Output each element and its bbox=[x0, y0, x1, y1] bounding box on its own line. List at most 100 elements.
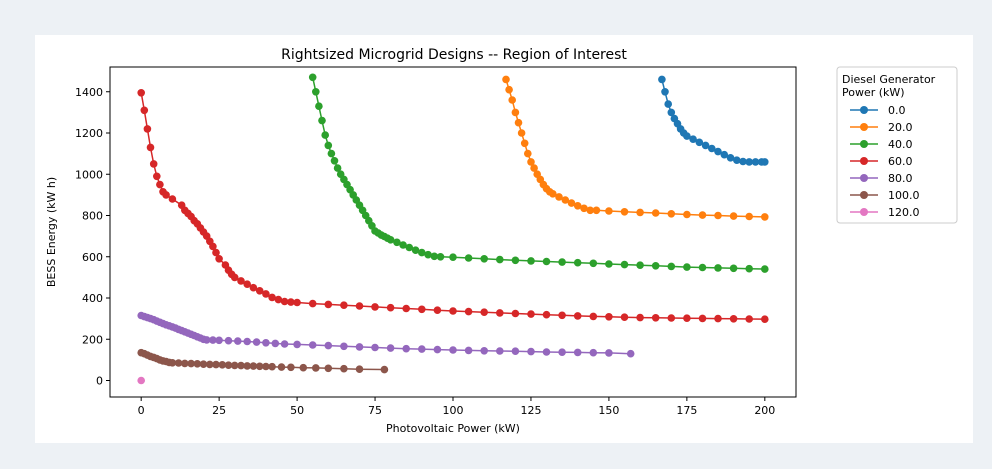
data-point bbox=[733, 156, 741, 164]
data-point bbox=[555, 193, 563, 201]
data-point bbox=[527, 158, 535, 166]
data-point bbox=[586, 206, 594, 215]
x-tick-label: 175 bbox=[676, 404, 697, 417]
data-point bbox=[411, 246, 420, 254]
y-tick-label: 1000 bbox=[75, 168, 103, 181]
data-point bbox=[430, 252, 439, 261]
data-point bbox=[215, 336, 223, 345]
series-line bbox=[505, 79, 765, 218]
data-point bbox=[287, 363, 295, 372]
legend-marker bbox=[860, 157, 868, 165]
data-point bbox=[386, 344, 395, 352]
data-point bbox=[355, 302, 364, 310]
data-point bbox=[209, 336, 217, 344]
data-point bbox=[218, 361, 227, 369]
legend-item: 20.0 bbox=[850, 121, 913, 134]
legend-label: 100.0 bbox=[888, 189, 920, 202]
data-point bbox=[714, 314, 722, 323]
data-point bbox=[255, 287, 264, 295]
data-point bbox=[761, 315, 769, 324]
x-tick-label: 75 bbox=[368, 404, 382, 417]
data-point bbox=[287, 298, 295, 306]
legend-box bbox=[836, 66, 958, 224]
data-point bbox=[714, 211, 722, 220]
data-point bbox=[340, 301, 348, 310]
data-point bbox=[729, 315, 738, 323]
data-point bbox=[667, 108, 676, 117]
data-point bbox=[505, 85, 513, 94]
x-tick-label: 125 bbox=[520, 404, 541, 417]
data-point bbox=[636, 261, 644, 269]
data-point bbox=[212, 248, 220, 257]
data-point bbox=[698, 314, 707, 323]
data-point bbox=[252, 338, 261, 346]
series-80-0 bbox=[137, 311, 635, 358]
series-line bbox=[140, 92, 765, 320]
legend: Diesel Generator Power (kW) 0.0 20.0 40.0 6… bbox=[836, 66, 958, 224]
data-point bbox=[268, 362, 276, 371]
legend-item: 60.0 bbox=[850, 155, 913, 168]
data-point bbox=[280, 297, 289, 306]
data-point bbox=[517, 129, 526, 137]
data-point bbox=[224, 361, 233, 370]
data-point bbox=[726, 154, 735, 162]
data-point bbox=[149, 160, 158, 168]
data-point bbox=[527, 257, 535, 265]
chart: Rightsized Microgrid Designs -- Region o… bbox=[45, 47, 958, 435]
data-point bbox=[324, 341, 333, 350]
data-point bbox=[418, 345, 426, 353]
data-point bbox=[308, 73, 317, 82]
legend-label: 0.0 bbox=[888, 104, 906, 117]
data-point bbox=[620, 260, 629, 269]
data-point bbox=[436, 253, 445, 261]
data-point bbox=[605, 313, 613, 321]
data-point bbox=[464, 254, 473, 262]
data-point bbox=[561, 196, 570, 204]
data-point bbox=[751, 158, 760, 166]
data-point bbox=[168, 359, 177, 367]
data-point bbox=[592, 206, 601, 215]
x-tick-label: 0 bbox=[138, 404, 145, 417]
y-tick-label: 1400 bbox=[75, 86, 103, 99]
data-point bbox=[234, 337, 242, 345]
data-point bbox=[739, 157, 747, 166]
y-tick-label: 400 bbox=[82, 292, 103, 305]
data-point bbox=[215, 255, 223, 263]
data-point bbox=[714, 147, 722, 156]
data-point bbox=[729, 264, 738, 273]
data-point bbox=[243, 280, 251, 288]
data-point bbox=[315, 102, 323, 110]
data-point bbox=[651, 314, 660, 322]
x-axis: 0 25 50 75 100 125 150 175 200 bbox=[138, 397, 775, 417]
data-point bbox=[524, 149, 532, 158]
data-point bbox=[268, 293, 276, 302]
data-point bbox=[511, 108, 520, 117]
data-point bbox=[667, 210, 676, 218]
data-point bbox=[480, 308, 489, 317]
data-point bbox=[636, 313, 644, 322]
data-point bbox=[418, 248, 426, 257]
data-point bbox=[708, 144, 716, 153]
legend-marker bbox=[860, 174, 868, 182]
chart-title: Rightsized Microgrid Designs -- Region o… bbox=[281, 47, 627, 63]
data-point bbox=[156, 180, 164, 189]
data-point bbox=[664, 100, 672, 108]
data-point bbox=[143, 125, 152, 133]
y-axis: 0 200 400 600 800 1000 1200 1400 bbox=[75, 86, 110, 388]
data-point bbox=[514, 118, 523, 127]
data-point bbox=[371, 343, 379, 352]
data-point bbox=[573, 312, 582, 320]
data-point bbox=[243, 337, 251, 346]
data-point bbox=[761, 265, 769, 273]
data-point bbox=[174, 359, 183, 367]
data-point bbox=[658, 75, 666, 84]
series-line bbox=[140, 314, 631, 355]
data-point bbox=[511, 256, 520, 265]
data-point bbox=[508, 96, 516, 104]
data-point bbox=[308, 341, 317, 349]
data-point bbox=[530, 164, 538, 172]
data-point bbox=[496, 255, 504, 264]
data-point bbox=[249, 283, 258, 292]
legend-item: 80.0 bbox=[850, 172, 913, 185]
data-point bbox=[558, 348, 566, 357]
